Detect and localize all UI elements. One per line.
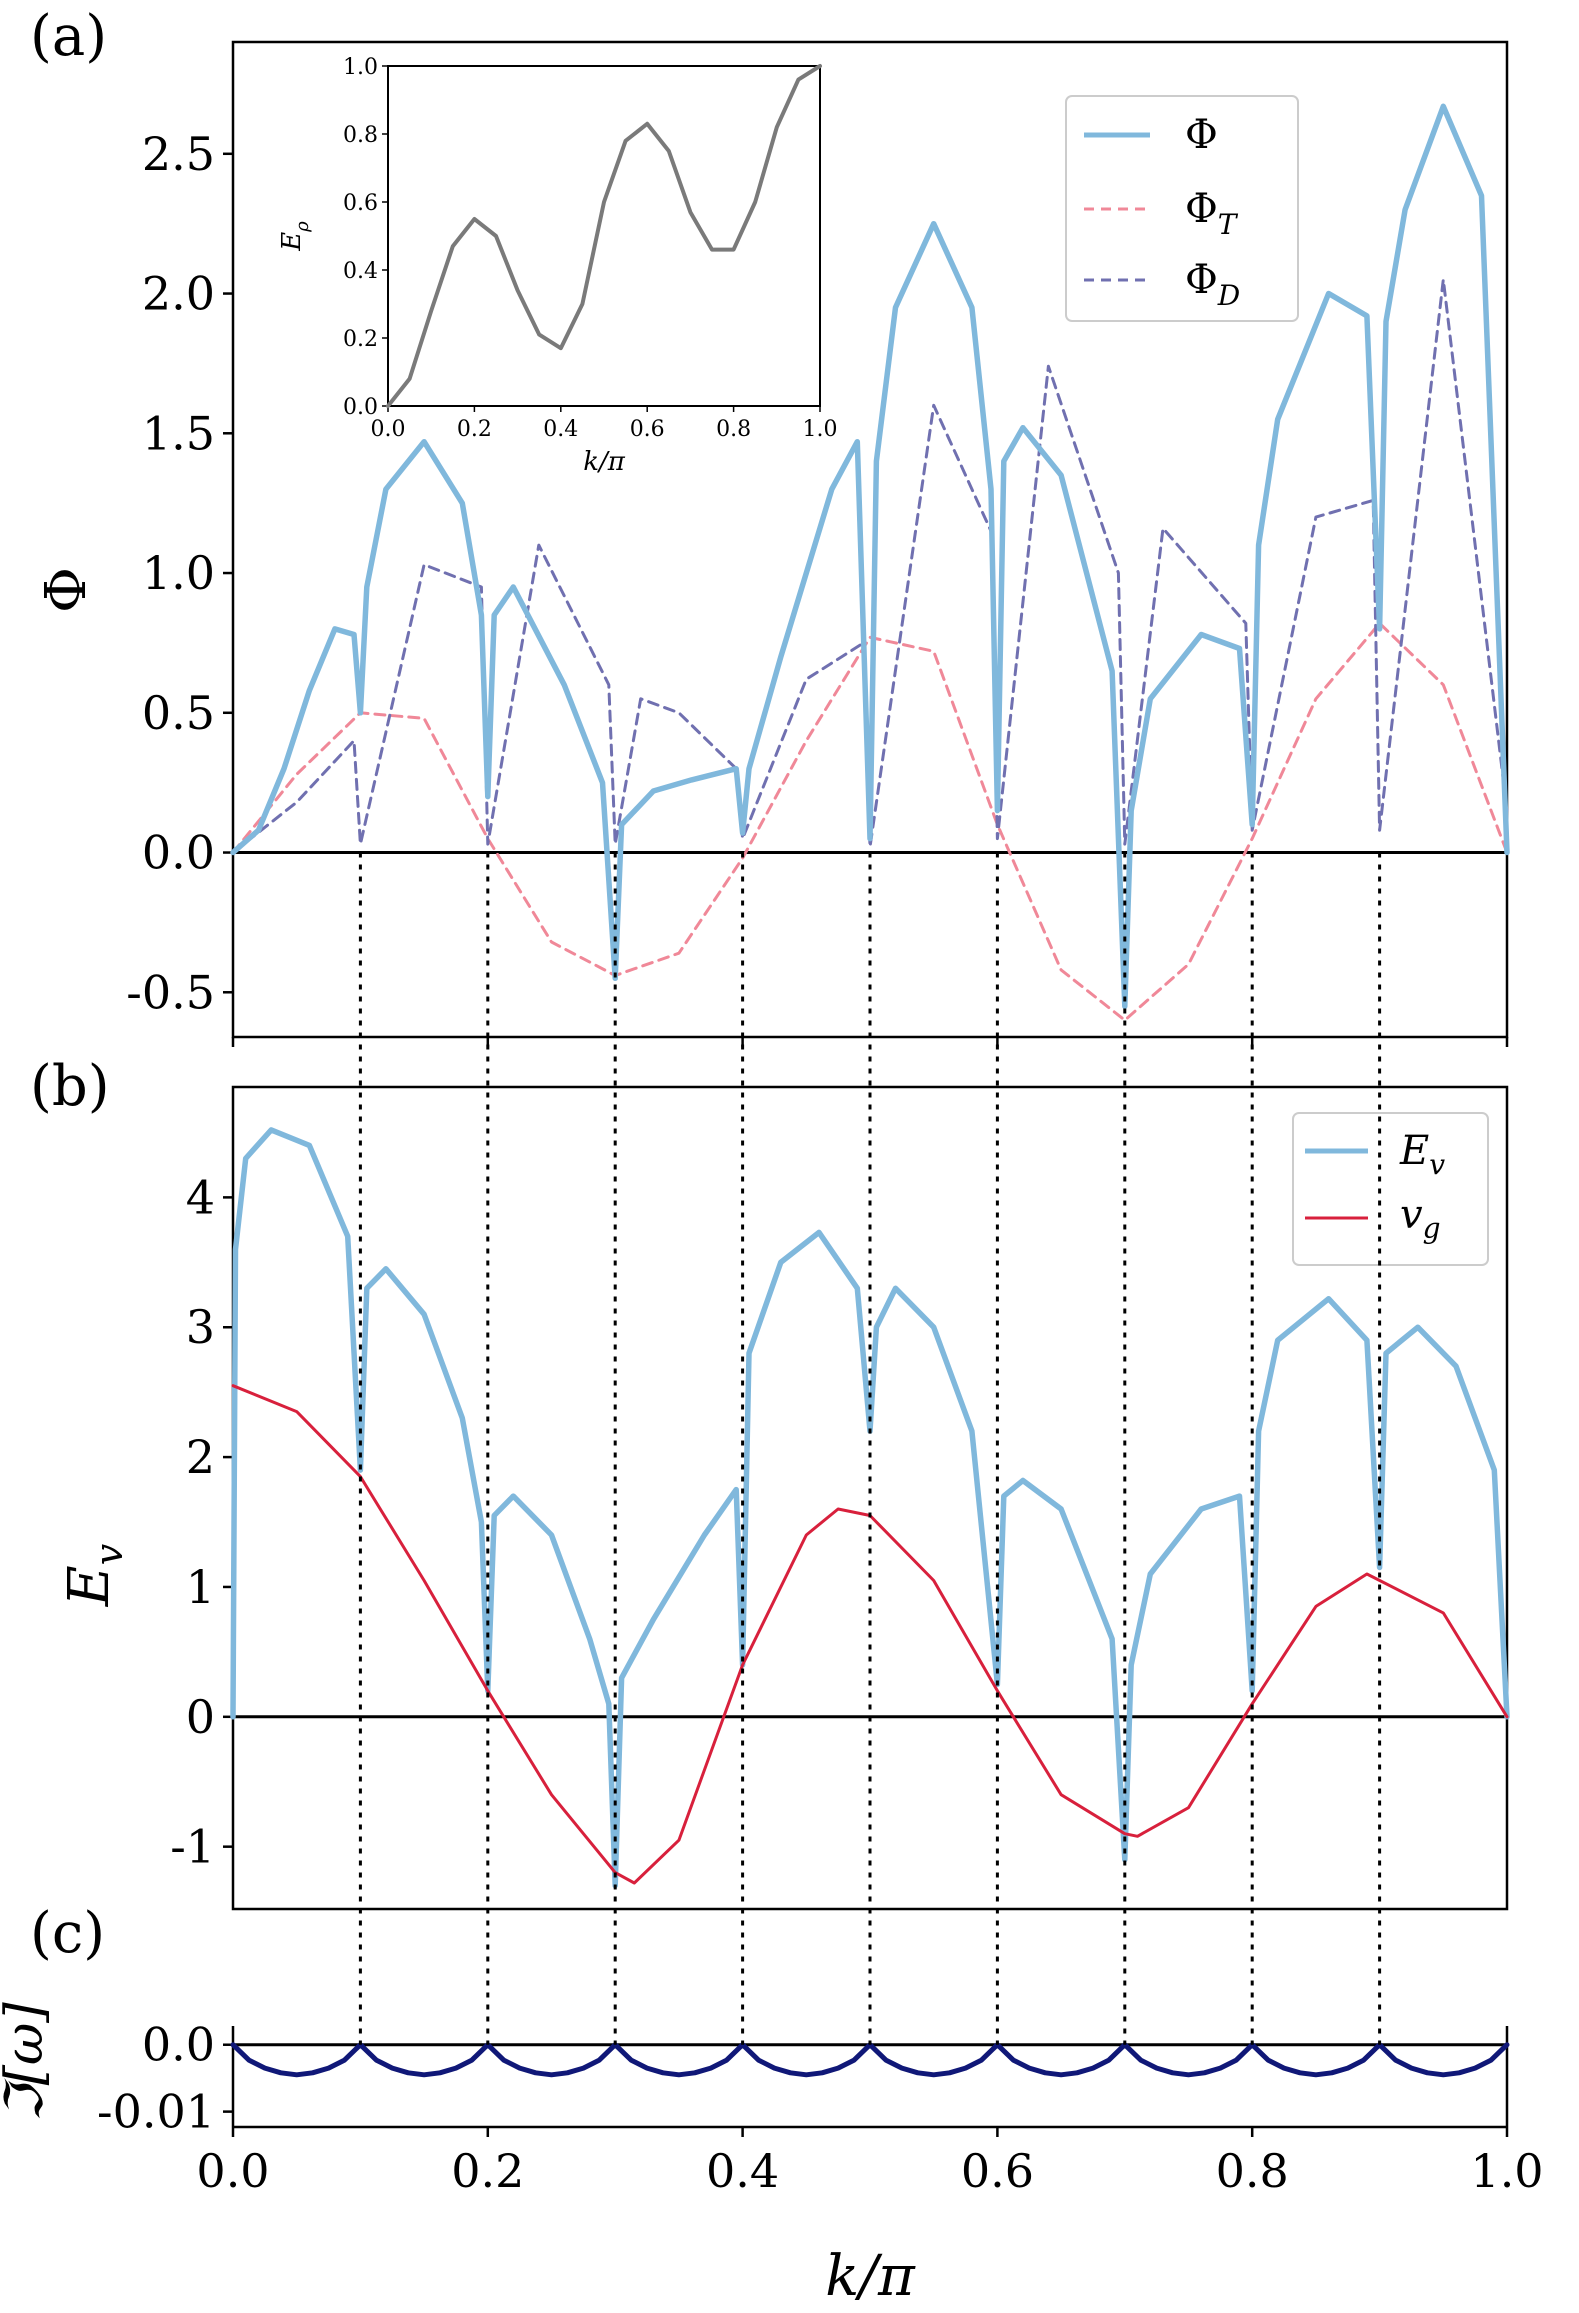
legend-a-box [1065,95,1299,322]
panel-b: -1 0 1 2 3 4 Ev Ev vg [57,1085,1510,1911]
inset-ticks: 0.0 0.2 0.4 0.6 0.8 1.0 0.0 0.2 0.4 0.6 0.8 1.0 [343,55,838,442]
panel-a: -0.50.00.51.01.52.02.5 Φ Φ ΦT ΦD 0.0 0.2 0… [34,40,1510,1047]
panel-c-ylabel: ℑ[ω] [0,2002,55,2122]
x-tick-label: 0.2 [451,2144,524,2198]
panel-c: -0.010.00.0 0.2 0.4 0.6 0.8 1.0 ℑ[ω] k/π [0,2002,1544,2309]
panel-b-ylabel: Ev [57,1543,131,1607]
inset-ylabel: Eρ [277,221,313,252]
y-tick-label: -0.01 [97,2085,215,2139]
panel-a-series [230,103,1510,1022]
y-tick-label: 1.0 [142,546,215,600]
y-tick-label: -1 [170,1820,215,1874]
panel-b-series [230,1127,1510,1889]
y-tick-label: -0.5 [126,965,215,1019]
y-tick-label: 1.5 [142,406,215,460]
panel-b-label: (b) [30,1054,110,1119]
y-tick-label: 0 [186,1690,215,1744]
inset-chart: 0.0 0.2 0.4 0.6 0.8 1.0 0.0 0.2 0.4 0.6 0.8 1.0 k/π… [277,55,838,477]
y-tick-label: 4 [186,1170,215,1224]
inset-y-tick-label: 1.0 [343,55,378,80]
y-tick-label: 0.5 [142,686,215,740]
x-tick-label: 1.0 [1470,2144,1543,2198]
y-tick-label: 2 [186,1430,215,1484]
panel-c-ticks: -0.010.00.0 0.2 0.4 0.6 0.8 1.0 [97,2018,1544,2198]
legend-a-label-phit: ΦT [1185,186,1239,241]
inset-x-tick-label: 0.2 [457,417,492,442]
panel-c-xlabel: k/π [825,2244,916,2309]
series-im-omega-line [230,2042,1510,2078]
inset-series-line [386,64,822,408]
panel-b-ticks: -1 0 1 2 3 4 [170,1170,233,1874]
x-tick-label: 0.4 [706,2144,779,2198]
panel-c-series [230,2042,1510,2078]
x-tick-label: 0.8 [1216,2144,1289,2198]
inset-x-tick-label: 0.8 [716,417,751,442]
y-tick-label: 0.0 [142,826,215,880]
series-phi-d-line [231,278,1509,854]
panel-a-ylabel: Φ [34,567,99,613]
inset-series [386,64,822,408]
legend-a-label-phi: Φ [1185,112,1218,158]
panel-a-label: (a) [30,4,107,69]
x-tick-label: 0.6 [961,2144,1034,2198]
series-ev-line [230,1127,1510,1889]
inset-y-tick-label: 0.0 [343,395,378,420]
y-tick-label: 2.0 [142,267,215,321]
panel-a-legend: Φ ΦT ΦD [1065,95,1299,322]
inset-y-tick-label: 0.6 [343,191,378,216]
series-vg-line [231,1384,1509,1885]
inset-x-tick-label: 0.0 [371,417,406,442]
inset-y-tick-label: 0.4 [343,259,378,284]
panel-c-label: (c) [30,1901,105,1966]
y-tick-label: 1 [186,1560,215,1614]
panel-a-ticks: -0.5 0.0 0.5 1.0 1.5 2.0 2.5 [126,127,1509,1047]
inset-y-tick-label: 0.8 [343,123,378,148]
y-tick-label: 3 [186,1300,215,1354]
panel-b-legend: Ev vg [1292,1112,1489,1266]
inset-background [387,65,821,407]
x-tick-label: 0.0 [196,2144,269,2198]
legend-b-box [1292,1112,1489,1266]
series-phi-t-line [231,621,1509,1022]
y-tick-label: 2.5 [142,127,215,181]
inset-x-tick-label: 1.0 [803,417,838,442]
inset-x-tick-label: 0.6 [630,417,665,442]
inset-xlabel: k/π [583,447,626,477]
vertical-markers [358,852,1382,2045]
series-phi-line [230,103,1510,1010]
inset-x-tick-label: 0.4 [543,417,578,442]
inset-y-tick-label: 0.2 [343,327,378,352]
y-tick-label: 0.0 [142,2018,215,2072]
